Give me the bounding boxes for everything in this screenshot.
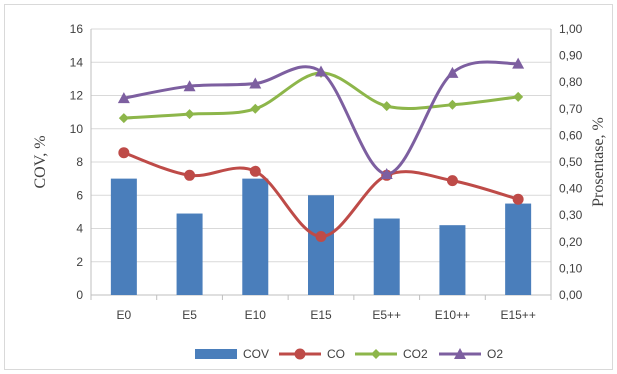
- point-co2-e15plusplus: [513, 91, 524, 102]
- point-co2-e0: [118, 113, 129, 124]
- point-co-e0: [118, 147, 130, 159]
- point-o2-e10plusplus: [446, 66, 459, 78]
- y2-tick-label: 0,50: [559, 155, 583, 169]
- line-o2: [123, 60, 519, 176]
- point-o2-e15: [315, 65, 327, 77]
- x-tick-label: E10++: [435, 308, 470, 322]
- legend-label-co2: CO2: [403, 347, 428, 361]
- y2-tick-label: 0,10: [559, 261, 583, 275]
- point-co-e15: [315, 230, 327, 242]
- point-co-e15plusplus: [512, 193, 524, 205]
- bar-cov-e0: [110, 178, 137, 295]
- point-o2-e10: [249, 77, 262, 89]
- point-o2-e15plusplus: [512, 57, 525, 69]
- bar-cov-e10plusplus: [439, 225, 466, 295]
- x-tick-label: E5++: [372, 308, 401, 322]
- chart-frame: 0 2 4 6 8 10 12 14 16 0,00 0,10 0,20 0,30 0,40 0,50 0,6…: [4, 4, 613, 370]
- legend-swatch-cov: [195, 349, 237, 359]
- y2-tick-label: 0,00: [559, 288, 583, 302]
- bar-cov-e15plusplus: [505, 203, 532, 295]
- point-o2-e5: [183, 80, 196, 92]
- y2-axis-title: Prosentase, %: [590, 117, 607, 207]
- combo-chart: 0 2 4 6 8 10 12 14 16 0,00 0,10 0,20 0,30 0,40 0,50 0,6…: [32, 22, 607, 361]
- y-tick-label: 2: [76, 255, 83, 269]
- legend-marker-co: [294, 348, 306, 360]
- legend-label-cov: COV: [243, 347, 269, 361]
- y-tick-label: 6: [76, 188, 83, 202]
- y2-tick-label: 0,20: [559, 235, 583, 249]
- y-tick-label: 10: [70, 122, 84, 136]
- bar-cov-e10: [242, 178, 269, 295]
- x-tick-label: E10: [245, 308, 267, 322]
- point-o2-e0: [117, 92, 130, 104]
- legend-marker-o2: [454, 348, 466, 359]
- bar-cov-e5: [176, 213, 203, 295]
- x-tick-label: E15++: [500, 308, 535, 322]
- y-tick-label: 16: [70, 22, 84, 36]
- y2-tick-label: 0,60: [559, 128, 583, 142]
- y2-tick-label: 1,00: [559, 22, 583, 36]
- x-tick-label: E0: [117, 308, 132, 322]
- y-tick-label: 12: [70, 89, 84, 103]
- y2-tick-label: 0,70: [559, 102, 583, 116]
- legend-label-co: CO: [327, 347, 345, 361]
- y-tick-label: 14: [70, 55, 84, 69]
- point-co2-e10: [250, 103, 261, 114]
- y2-tick-label: 0,80: [559, 75, 583, 89]
- y-tick-label: 4: [76, 222, 83, 236]
- x-tick-label: E5: [182, 308, 197, 322]
- legend-marker-co2: [371, 349, 381, 359]
- y-axis-title: COV, %: [32, 135, 49, 188]
- point-co-e10: [249, 165, 261, 177]
- y-tick-label: 0: [76, 288, 83, 302]
- y2-tick-label: 0,40: [559, 182, 583, 196]
- bar-cov-e15: [308, 195, 334, 295]
- bar-cov-e5plusplus: [373, 218, 400, 295]
- point-co2-e5plusplus: [381, 101, 392, 112]
- y-tick-label: 8: [76, 155, 83, 169]
- point-co-e5: [184, 169, 196, 181]
- y2-tick-label: 0,90: [559, 49, 583, 63]
- point-co2-e5: [184, 109, 195, 120]
- point-co-e10plusplus: [446, 175, 458, 187]
- point-o2-e5plusplus: [380, 167, 393, 179]
- x-tick-label: E15: [310, 308, 332, 322]
- legend-label-o2: O2: [487, 347, 503, 361]
- point-co2-e10plusplus: [447, 99, 458, 110]
- y2-tick-label: 0,30: [559, 208, 583, 222]
